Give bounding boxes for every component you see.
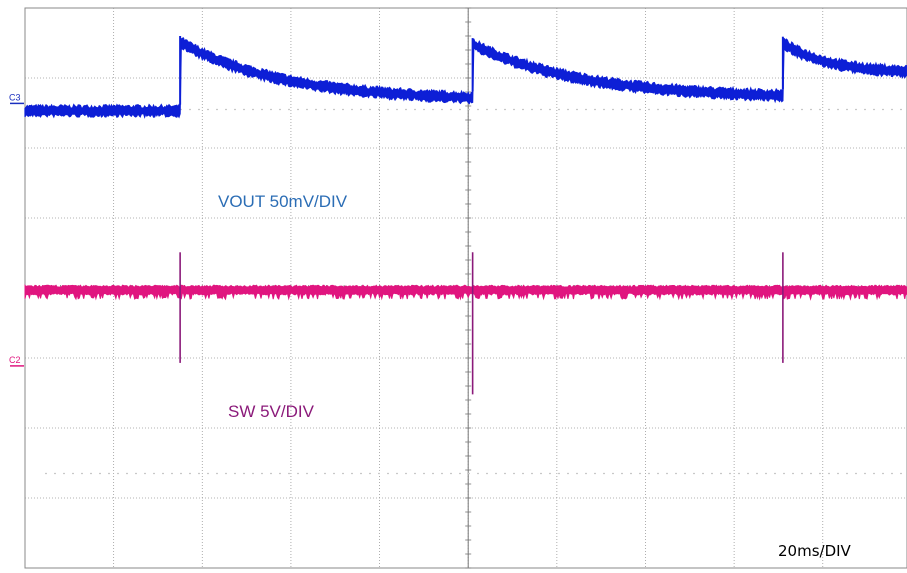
timebase-label: 20ms/DIV [778, 542, 852, 560]
vout-annotation: VOUT 50mV/DIV [218, 192, 348, 211]
vout-trace [24, 36, 907, 119]
sw-trace [24, 252, 907, 395]
channel-marker-label: C3 [9, 92, 21, 102]
vout-band [24, 37, 907, 119]
channel-markers: C3 C2 [9, 92, 24, 367]
sw-annotation: SW 5V/DIV [228, 402, 315, 421]
channel-marker-label: C2 [9, 355, 21, 365]
sw-band [24, 284, 907, 301]
